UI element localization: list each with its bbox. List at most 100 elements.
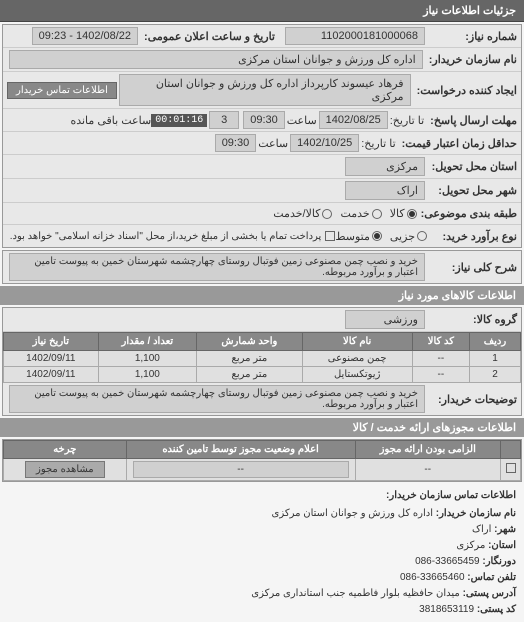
deadline-date-value: 1402/08/25	[319, 111, 388, 129]
col-unit: واحد شمارش	[197, 333, 303, 351]
row-buyer-note: توضیحات خریدار: خرید و نصب چمن مصنوعی زم…	[3, 383, 521, 415]
radio-dot-icon	[322, 209, 332, 219]
permit-checkbox[interactable]	[506, 463, 516, 473]
radio-khadmat[interactable]: خدمت	[340, 207, 381, 220]
remain-days-value: 3	[209, 111, 239, 129]
contact-city-label: شهر:	[494, 524, 516, 535]
row-validity: حداقل زمان اعتبار قیمت: تا تاریخ: 1402/1…	[3, 132, 521, 155]
main-info-section: شماره نیاز: 1102000181000068 تاریخ و ساع…	[2, 24, 522, 248]
table-cell: 1402/09/11	[4, 367, 99, 383]
buyer-note-value: خرید و نصب چمن مصنوعی زمین فوتبال روستای…	[9, 385, 425, 413]
permits-table-row: -- -- مشاهده مجوز	[4, 459, 521, 481]
buyer-contact-button[interactable]: اطلاعات تماس خریدار	[7, 82, 117, 99]
classification-radios: کالا خدمت کالا/خدمت	[273, 207, 416, 220]
table-cell: 1	[470, 351, 521, 367]
row-goods-group: گروه کالا: ورزشی	[3, 308, 521, 332]
contact-address-label: آدرس پستی:	[463, 588, 516, 599]
permits-table: الزامی بودن ارائه مجوز اعلام وضعیت مجوز …	[3, 440, 521, 481]
contact-header: اطلاعات تماس سازمان خریدار:	[8, 488, 516, 504]
classification-label: طبقه بندی موضوعی:	[417, 207, 517, 220]
row-need-desc: شرح کلی نیاز: خرید و نصب چمن مصنوعی زمین…	[3, 251, 521, 283]
need-desc-label: شرح کلی نیاز:	[427, 261, 517, 274]
goods-header: اطلاعات کالاهای مورد نیاز	[0, 286, 524, 305]
pub-date-label: تاریخ و ساعت اعلان عمومی:	[140, 30, 275, 43]
deadline-to-label: تا تاریخ:	[390, 114, 424, 127]
row-deadline: مهلت ارسال پاسخ: تا تاریخ: 1402/08/25 سا…	[3, 109, 521, 132]
purchase-type-radios: جزیی متوسط	[335, 230, 427, 243]
contact-phone-value: 33665460-086	[400, 572, 465, 583]
table-cell: متر مربع	[197, 351, 303, 367]
permits-section: الزامی بودن ارائه مجوز اعلام وضعیت مجوز …	[2, 439, 522, 482]
contact-fax-label: دورنگار:	[482, 556, 516, 567]
permit-status-cell: --	[133, 461, 349, 478]
delivery-city-value: اراک	[345, 181, 425, 200]
row-requester: ایجاد کننده درخواست: فرهاد عیسوند کارپرد…	[3, 72, 521, 109]
contact-phone-label: تلفن تماس:	[467, 572, 516, 583]
need-desc-value: خرید و نصب چمن مصنوعی زمین فوتبال روستای…	[9, 253, 425, 281]
contact-address-value: میدان حافظیه بلوار فاطمیه جنب استانداری …	[251, 588, 460, 599]
buyer-name-value: اداره کل ورزش و جوانان استان مرکزی	[9, 50, 423, 69]
row-request-no: شماره نیاز: 1102000181000068 تاریخ و ساع…	[3, 25, 521, 48]
permits-header: اطلاعات مجوزهای ارائه خدمت / کالا	[0, 418, 524, 437]
table-cell: چمن مصنوعی	[302, 351, 412, 367]
table-cell: 1402/09/11	[4, 351, 99, 367]
goods-group-value: ورزشی	[345, 310, 425, 329]
validity-label: حداقل زمان اعتبار قیمت:	[398, 137, 517, 150]
buyer-note-label: توضیحات خریدار:	[427, 393, 517, 406]
goods-group-label: گروه کالا:	[427, 313, 517, 326]
radio-medium[interactable]: متوسط	[335, 230, 382, 243]
request-no-value: 1102000181000068	[285, 27, 425, 45]
purchase-type-label: نوع برآورد خرید:	[427, 230, 517, 243]
requester-value: فرهاد عیسوند کارپرداز اداره کل ورزش و جو…	[119, 74, 411, 106]
col-status: اعلام وضعیت مجوز توسط تامین کننده	[126, 441, 355, 459]
permits-table-header: الزامی بودن ارائه مجوز اعلام وضعیت مجوز …	[4, 441, 521, 459]
remain-label: ساعت باقی مانده	[70, 114, 151, 127]
row-classification: طبقه بندی موضوعی: کالا خدمت کالا/خدمت	[3, 203, 521, 225]
table-cell: --	[412, 367, 469, 383]
col-check	[501, 441, 521, 459]
table-cell: 1,100	[98, 367, 196, 383]
row-buyer-name: نام سازمان خریدار: اداره کل ورزش و جوانا…	[3, 48, 521, 72]
table-row: 1--چمن مصنوعیمتر مربع1,1001402/09/11	[4, 351, 521, 367]
col-code: کد کالا	[412, 333, 469, 351]
validity-time-value: 09:30	[215, 134, 257, 152]
delivery-province-label: استان محل تحویل:	[427, 160, 517, 173]
requester-label: ایجاد کننده درخواست:	[413, 84, 517, 97]
treasury-checkbox[interactable]	[325, 231, 335, 241]
request-no-label: شماره نیاز:	[427, 30, 517, 43]
radio-both[interactable]: کالا/خدمت	[273, 207, 332, 220]
permit-mandatory-cell: --	[355, 459, 501, 481]
table-cell: --	[412, 351, 469, 367]
deadline-time-value: 09:30	[243, 111, 285, 129]
radio-dot-icon	[372, 231, 382, 241]
contact-org-value: اداره کل ورزش و جوانان استان مرکزی	[272, 508, 433, 519]
panel-header: جزئیات اطلاعات نیاز	[0, 0, 524, 22]
time-label-2: ساعت	[258, 137, 288, 150]
radio-dot-icon	[407, 209, 417, 219]
goods-table-header: ردیف کد کالا نام کالا واحد شمارش تعداد /…	[4, 333, 521, 351]
row-delivery-province: استان محل تحویل: مرکزی	[3, 155, 521, 179]
purchase-note: پرداخت تمام یا بخشی از مبلغ خرید،از محل …	[10, 231, 322, 242]
table-cell: 2	[470, 367, 521, 383]
time-label-1: ساعت	[287, 114, 317, 127]
pub-date-value: 1402/08/22 - 09:23	[32, 27, 138, 45]
col-row: ردیف	[470, 333, 521, 351]
col-qty: تعداد / مقدار	[98, 333, 196, 351]
col-date: تاریخ نیاز	[4, 333, 99, 351]
radio-minor[interactable]: جزیی	[390, 230, 427, 243]
view-permit-button[interactable]: مشاهده مجوز	[25, 461, 105, 478]
goods-table: ردیف کد کالا نام کالا واحد شمارش تعداد /…	[3, 332, 521, 383]
radio-kala[interactable]: کالا	[390, 207, 417, 220]
buyer-name-label: نام سازمان خریدار:	[425, 53, 517, 66]
deadline-label: مهلت ارسال پاسخ:	[426, 114, 517, 127]
contact-city-value: اراک	[472, 524, 491, 535]
contact-org-label: نام سازمان خریدار:	[436, 508, 516, 519]
col-cycle: چرخه	[4, 441, 127, 459]
row-purchase-type: نوع برآورد خرید: جزیی متوسط پرداخت تمام …	[3, 225, 521, 247]
contact-province-value: مرکزی	[456, 540, 485, 551]
radio-dot-icon	[417, 231, 427, 241]
delivery-province-value: مرکزی	[345, 157, 425, 176]
table-cell: متر مربع	[197, 367, 303, 383]
contact-fax-value: 33665459-086	[415, 556, 480, 567]
row-delivery-city: شهر محل تحویل: اراک	[3, 179, 521, 203]
